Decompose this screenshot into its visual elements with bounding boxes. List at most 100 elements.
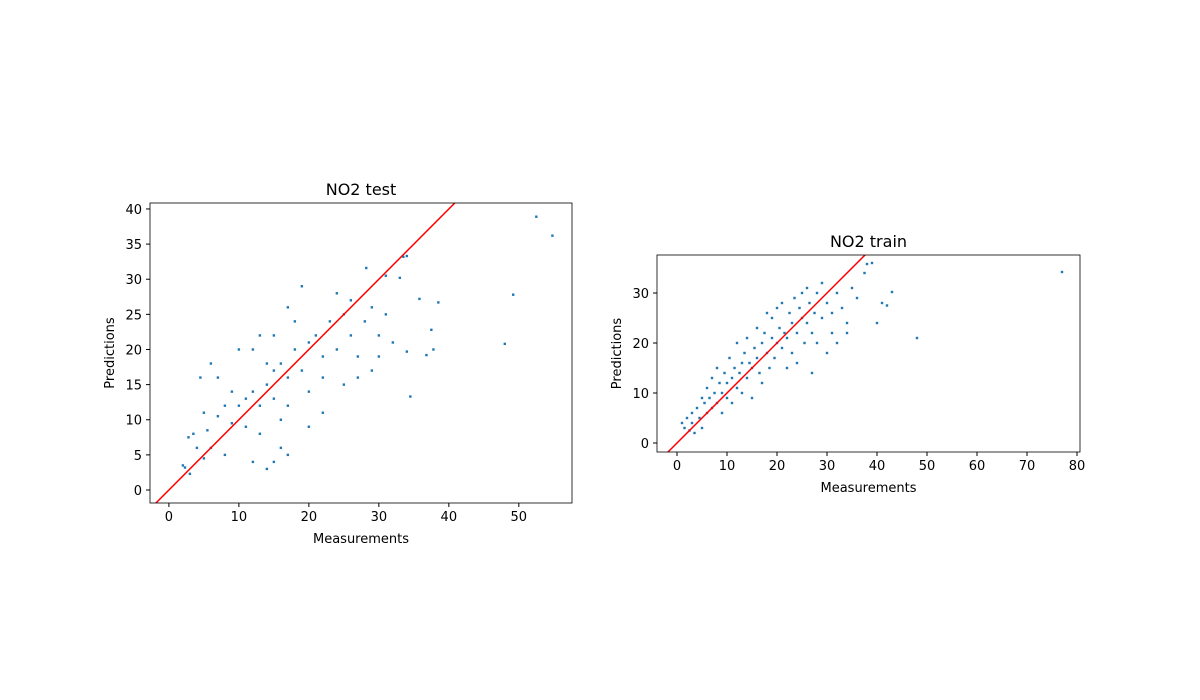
scatter-point <box>349 334 353 337</box>
scatter-point <box>770 336 774 340</box>
scatter-point <box>778 326 781 330</box>
scatter-point <box>845 331 849 335</box>
scatter-point <box>760 341 764 345</box>
scatter-point <box>755 356 759 360</box>
scatter-point <box>286 404 290 407</box>
scatter-point <box>808 301 811 305</box>
scatter-point <box>750 396 754 400</box>
scatter-point <box>753 346 756 350</box>
scatter-point <box>349 299 353 302</box>
scatter-point <box>800 291 804 295</box>
x-tick-label: 50 <box>511 510 528 525</box>
scatter-point <box>728 356 731 360</box>
scatter-point <box>760 381 764 385</box>
scatter-point <box>251 348 255 351</box>
y-tick-label: 10 <box>125 414 142 429</box>
axes-frame <box>656 254 1081 453</box>
scatter-point <box>805 321 809 325</box>
scatter-point <box>405 350 409 353</box>
x-tick-label: 0 <box>673 459 681 474</box>
x-tick-label: 40 <box>441 510 458 525</box>
chart-title: NO2 test <box>326 180 397 199</box>
identity-line <box>154 203 456 503</box>
chart-title: NO2 train <box>830 232 907 251</box>
scatter-point <box>192 432 195 435</box>
scatter-point <box>230 390 234 393</box>
scatter-point <box>363 320 367 323</box>
scatter-point <box>335 292 339 295</box>
x-tick-label: 70 <box>1019 459 1036 474</box>
scatter-point <box>258 404 262 407</box>
scatter-point <box>265 362 269 365</box>
scatter-point <box>875 321 879 325</box>
scatter-point <box>820 281 824 285</box>
scatter-point <box>244 425 248 428</box>
scatter-point <box>307 390 311 393</box>
x-tick-label: 30 <box>371 510 388 525</box>
scatter-point <box>321 355 325 358</box>
scatter-point <box>265 383 269 386</box>
scatter-point <box>700 396 704 400</box>
y-tick-label: 15 <box>125 379 142 394</box>
scatter-point <box>915 336 919 340</box>
y-axis-label: Predictions <box>610 318 625 390</box>
scatter-point <box>223 453 227 457</box>
scatter-point <box>370 369 374 372</box>
y-tick-label: 10 <box>632 387 649 402</box>
y-tick-label: 20 <box>125 343 142 358</box>
scatter-point <box>258 334 262 337</box>
scatter-point <box>730 376 734 380</box>
scatter-point <box>780 346 784 350</box>
y-tick-label: 0 <box>134 484 142 499</box>
scatter-point <box>342 383 346 386</box>
scatter-point <box>183 466 187 469</box>
scatter-point <box>745 336 749 340</box>
scatter-point <box>885 304 889 307</box>
scatter-point <box>286 306 290 309</box>
scatter-point <box>230 422 234 425</box>
scatter-point <box>300 369 304 372</box>
x-tick-label: 10 <box>719 459 736 474</box>
scatter-point <box>735 341 739 345</box>
scatter-point <box>356 376 360 379</box>
scatter-point <box>738 371 741 375</box>
scatter-point <box>815 341 819 345</box>
scatter-point <box>865 262 869 266</box>
scatter-point <box>365 266 368 270</box>
scatter-point <box>314 334 318 337</box>
scatter-point <box>384 313 388 316</box>
x-tick-label: 80 <box>1069 459 1086 474</box>
scatter-point <box>765 311 769 315</box>
scatter-point <box>813 311 816 315</box>
scatter-point <box>251 390 255 393</box>
scatter-point <box>720 391 724 395</box>
scatter-point <box>279 446 283 450</box>
scatter-point <box>377 334 381 337</box>
scatter-point <box>279 362 283 365</box>
scatter-point <box>890 290 894 294</box>
scatter-point <box>745 376 749 380</box>
scatter-point <box>237 348 241 351</box>
scatter-point <box>810 331 814 335</box>
y-tick-label: 35 <box>125 238 142 253</box>
y-tick-label: 0 <box>641 437 649 452</box>
scatter-point <box>703 401 706 405</box>
scatter-point <box>850 286 854 290</box>
scatter-point <box>244 397 248 400</box>
plot-area <box>666 255 1064 452</box>
scatter-point <box>432 348 435 351</box>
scatter-point <box>187 436 190 439</box>
scatter-point <box>181 464 185 467</box>
scatter-point <box>775 306 779 310</box>
scatter-point <box>723 371 726 375</box>
scatter-point <box>785 336 789 340</box>
scatter-point <box>725 381 729 385</box>
x-tick-label: 20 <box>301 510 318 525</box>
scatter-point <box>720 411 724 415</box>
scatter-point <box>370 306 374 309</box>
scatter-point <box>409 395 412 398</box>
scatter-point <box>785 366 789 370</box>
scatter-point <box>1060 270 1064 274</box>
scatter-point <box>690 421 694 425</box>
scatter-point <box>870 261 874 265</box>
